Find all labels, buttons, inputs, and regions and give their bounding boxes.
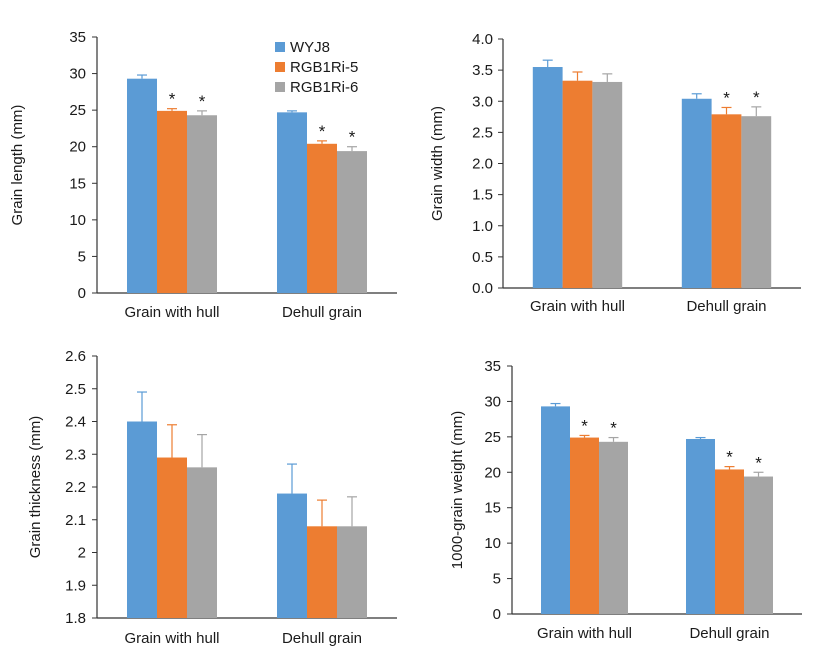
y-tick-label: 35 [69, 29, 86, 46]
bar-rgb1ri-6 [599, 441, 628, 614]
panel-grain-thickness: 1.8 1.9 2 2.1 2.2 2.3 2.4 2.5 2.6 Grain thickness… [27, 348, 397, 647]
y-tick-label: 10 [484, 535, 501, 552]
significance-marker: * [610, 419, 617, 438]
y-tick-label: 3.0 [472, 93, 493, 110]
y-tick-label: 10 [69, 212, 86, 229]
legend-swatch [275, 62, 285, 72]
bar-rgb1ri-6 [592, 81, 623, 288]
y-tick-label: 20 [484, 464, 501, 481]
y-axis-label: 1000-grain weight (mm) [449, 411, 466, 569]
x-category-label: Dehull grain [282, 304, 362, 321]
significance-marker: * [319, 122, 326, 141]
y-tick-label: 25 [484, 429, 501, 446]
panel-grain-length: 0 5 10 15 20 25 30 35 Grain length (mm) * * Grain w… [9, 29, 397, 321]
significance-marker: * [349, 128, 356, 147]
bar-wyj8 [127, 421, 157, 618]
y-tick-label: 2.4 [65, 414, 86, 431]
y-tick-label: 30 [69, 66, 86, 83]
bar-rgb1ri-6 [187, 467, 217, 618]
legend-entry: WYJ8 [290, 39, 330, 56]
bar-rgb1ri-6 [337, 151, 367, 293]
significance-marker: * [169, 90, 176, 109]
bar-rgb1ri-5 [711, 114, 742, 288]
y-tick-label: 2 [78, 545, 86, 562]
y-tick-label: 0 [78, 285, 86, 302]
panel-grain-weight: 0 5 10 15 20 25 30 35 1000-grain weight (mm) * * Gr… [449, 358, 802, 642]
bar-wyj8 [127, 78, 157, 293]
y-tick-label: 35 [484, 358, 501, 375]
bar-rgb1ri-5 [307, 143, 337, 293]
legend-entry: RGB1Ri-5 [290, 59, 358, 76]
y-tick-label: 2.5 [472, 124, 493, 141]
y-tick-label: 1.8 [65, 610, 86, 627]
x-category-label: Grain with hull [530, 298, 625, 315]
y-tick-label: 2.0 [472, 156, 493, 173]
bar-wyj8 [277, 112, 307, 293]
significance-marker: * [753, 88, 760, 107]
bar-rgb1ri-5 [570, 437, 599, 614]
bar-rgb1ri-6 [337, 526, 367, 618]
bar-rgb1ri-5 [307, 526, 337, 618]
y-tick-label: 1.9 [65, 577, 86, 594]
y-tick-label: 15 [484, 500, 501, 517]
significance-marker: * [755, 453, 762, 472]
bar-rgb1ri-6 [744, 476, 773, 614]
legend-swatch [275, 82, 285, 92]
y-tick-label: 25 [69, 102, 86, 119]
bar-wyj8 [541, 406, 570, 614]
significance-marker: * [726, 448, 733, 467]
y-tick-label: 1.0 [472, 218, 493, 235]
significance-marker: * [199, 92, 206, 111]
y-axis-label: Grain length (mm) [9, 105, 26, 226]
bar-rgb1ri-5 [562, 80, 593, 289]
y-tick-label: 2.5 [65, 381, 86, 398]
legend-entry: RGB1Ri-6 [290, 79, 358, 96]
y-tick-label: 20 [69, 139, 86, 156]
y-tick-label: 2.2 [65, 479, 86, 496]
bar-rgb1ri-5 [715, 469, 744, 614]
y-axis-label: Grain thickness (mm) [27, 416, 44, 559]
bar-wyj8 [681, 98, 712, 288]
y-tick-label: 2.6 [65, 348, 86, 365]
bar-rgb1ri-6 [741, 116, 772, 288]
y-tick-label: 5 [493, 571, 501, 588]
bar-wyj8 [277, 493, 307, 618]
panel-grain-width: 0.0 0.5 1.0 1.5 2.0 2.5 3.0 3.5 4.0 Grain width (… [429, 31, 801, 315]
x-category-label: Grain with hull [124, 630, 219, 647]
significance-marker: * [581, 416, 588, 435]
legend: WYJ8 RGB1Ri-5 RGB1Ri-6 [275, 39, 358, 96]
y-tick-label: 3.5 [472, 62, 493, 79]
x-category-label: Dehull grain [689, 625, 769, 642]
significance-marker: * [723, 88, 730, 107]
bar-wyj8 [532, 67, 563, 288]
y-tick-label: 1.5 [472, 187, 493, 204]
bar-rgb1ri-6 [187, 115, 217, 294]
y-tick-label: 0 [493, 606, 501, 623]
y-tick-label: 2.1 [65, 512, 86, 529]
y-tick-label: 2.3 [65, 446, 86, 463]
y-tick-label: 0.0 [472, 280, 493, 297]
y-tick-label: 0.5 [472, 249, 493, 266]
bar-rgb1ri-5 [157, 110, 187, 293]
x-category-label: Grain with hull [124, 304, 219, 321]
y-tick-label: 5 [78, 248, 86, 265]
legend-swatch [275, 42, 285, 52]
y-tick-label: 4.0 [472, 31, 493, 48]
x-category-label: Grain with hull [537, 625, 632, 642]
bar-wyj8 [686, 438, 715, 614]
x-category-label: Dehull grain [282, 630, 362, 647]
y-tick-label: 30 [484, 393, 501, 410]
y-axis-label: Grain width (mm) [429, 106, 446, 221]
bar-rgb1ri-5 [157, 457, 187, 618]
x-category-label: Dehull grain [686, 298, 766, 315]
y-tick-label: 15 [69, 175, 86, 192]
